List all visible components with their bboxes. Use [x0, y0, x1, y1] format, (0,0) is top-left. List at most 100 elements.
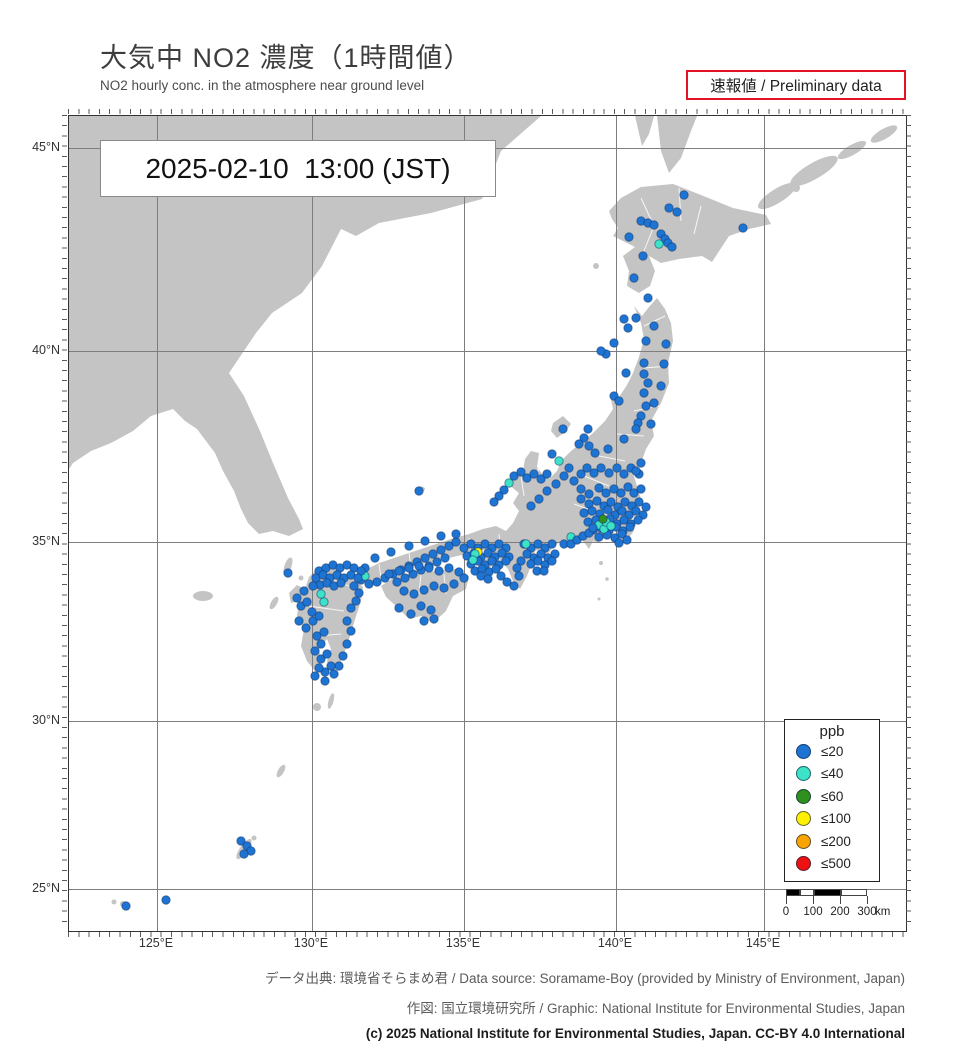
station-dot	[646, 419, 656, 429]
station-dot	[643, 378, 653, 388]
station-dot	[636, 458, 646, 468]
station-dot	[316, 654, 326, 664]
footer-data-source: データ出典: 環境省そらまめ君 / Data source: Soramame-…	[265, 971, 905, 986]
station-dot	[631, 424, 641, 434]
station-dot	[501, 556, 511, 566]
footer-copyright: (c) 2025 National Institute for Environm…	[365, 1026, 905, 1041]
station-dot	[502, 577, 512, 587]
station-dot	[440, 553, 450, 563]
station-dot	[533, 556, 543, 566]
station-dot	[310, 646, 320, 656]
lon-label-130e: 130°E	[293, 936, 329, 950]
land-okushiri	[593, 263, 599, 269]
land-goto	[269, 596, 279, 610]
station-dot	[621, 368, 631, 378]
scalebar-label: 100	[803, 906, 823, 918]
station-dot	[539, 566, 549, 576]
station-dot	[588, 523, 598, 533]
timestamp-box: 2025-02-10 13:00 (JST)	[100, 140, 496, 197]
station-dot	[459, 573, 469, 583]
station-dot	[236, 836, 246, 846]
station-dot	[349, 581, 359, 591]
lon-label-140e: 140°E	[597, 936, 633, 950]
station-dot	[576, 469, 586, 479]
station-dot	[509, 471, 519, 481]
station-dot	[619, 515, 629, 525]
station-dot	[649, 220, 659, 230]
station-dot	[342, 639, 352, 649]
station-dot	[336, 578, 346, 588]
station-dot	[480, 539, 490, 549]
station-dot	[370, 553, 380, 563]
station-dot	[596, 346, 606, 356]
station-dot	[631, 466, 641, 476]
lon-label-145e: 145°E	[745, 936, 781, 950]
station-dot	[542, 469, 552, 479]
station-dot	[643, 293, 653, 303]
land-kuril-3	[837, 140, 867, 160]
station-dot	[444, 563, 454, 573]
legend-dot-cyan	[796, 766, 811, 782]
station-dot	[587, 506, 597, 516]
station-dot	[672, 207, 682, 217]
prefecture-borders	[308, 187, 702, 637]
station-dot	[576, 484, 586, 494]
station-dot	[314, 663, 324, 673]
station-dot	[346, 626, 356, 636]
station-dot	[604, 468, 614, 478]
station-dot	[609, 484, 619, 494]
station-dot	[620, 497, 630, 507]
land-iki	[298, 575, 304, 581]
station-dot	[302, 597, 312, 607]
station-dot	[579, 433, 589, 443]
station-dot	[353, 573, 363, 583]
axis-ticks-top	[68, 109, 905, 114]
legend: ppb ≤20 ≤40 ≤60 ≤100 ≤200 ≤500	[784, 719, 880, 882]
station-dot	[603, 505, 613, 515]
station-dot	[547, 556, 557, 566]
station-dot	[542, 486, 552, 496]
land-jeju	[193, 591, 213, 601]
legend-item: ≤200	[785, 830, 879, 853]
station-dot	[569, 476, 579, 486]
station-dot	[468, 555, 478, 565]
station-dot	[409, 589, 419, 599]
station-dot	[494, 539, 504, 549]
land-sakhalin	[635, 116, 654, 146]
station-dot	[654, 239, 664, 249]
station-dot	[400, 573, 410, 583]
station-dot	[606, 521, 616, 531]
station-dot	[316, 589, 326, 599]
station-dot	[616, 488, 626, 498]
scalebar-segment	[814, 889, 841, 896]
station-dot	[454, 567, 464, 577]
station-dot	[639, 369, 649, 379]
station-dot	[522, 473, 532, 483]
preliminary-data-badge: 速報値 / Preliminary data	[686, 70, 906, 100]
station-dot	[419, 585, 429, 595]
station-dot	[512, 563, 522, 573]
station-dot	[308, 581, 318, 591]
station-dot	[639, 358, 649, 368]
station-dot	[536, 474, 546, 484]
station-dot	[622, 535, 632, 545]
station-dot	[614, 396, 624, 406]
scalebar-label: 200	[830, 906, 850, 918]
legend-dot-red	[796, 856, 811, 872]
station-dot	[649, 321, 659, 331]
station-dot	[404, 541, 414, 551]
scalebar-label: 0	[782, 906, 790, 918]
station-dot	[307, 607, 317, 617]
scalebar-label: km	[875, 906, 891, 918]
station-dot	[394, 603, 404, 613]
station-dot	[436, 531, 446, 541]
station-dot	[547, 539, 557, 549]
land-iriomote	[111, 899, 117, 905]
legend-title: ppb	[819, 723, 845, 740]
station-dot	[639, 388, 649, 398]
land-yakushima	[313, 703, 321, 711]
station-dot	[606, 497, 616, 507]
station-dot	[294, 616, 304, 626]
station-dot	[533, 539, 543, 549]
station-dot	[623, 323, 633, 333]
